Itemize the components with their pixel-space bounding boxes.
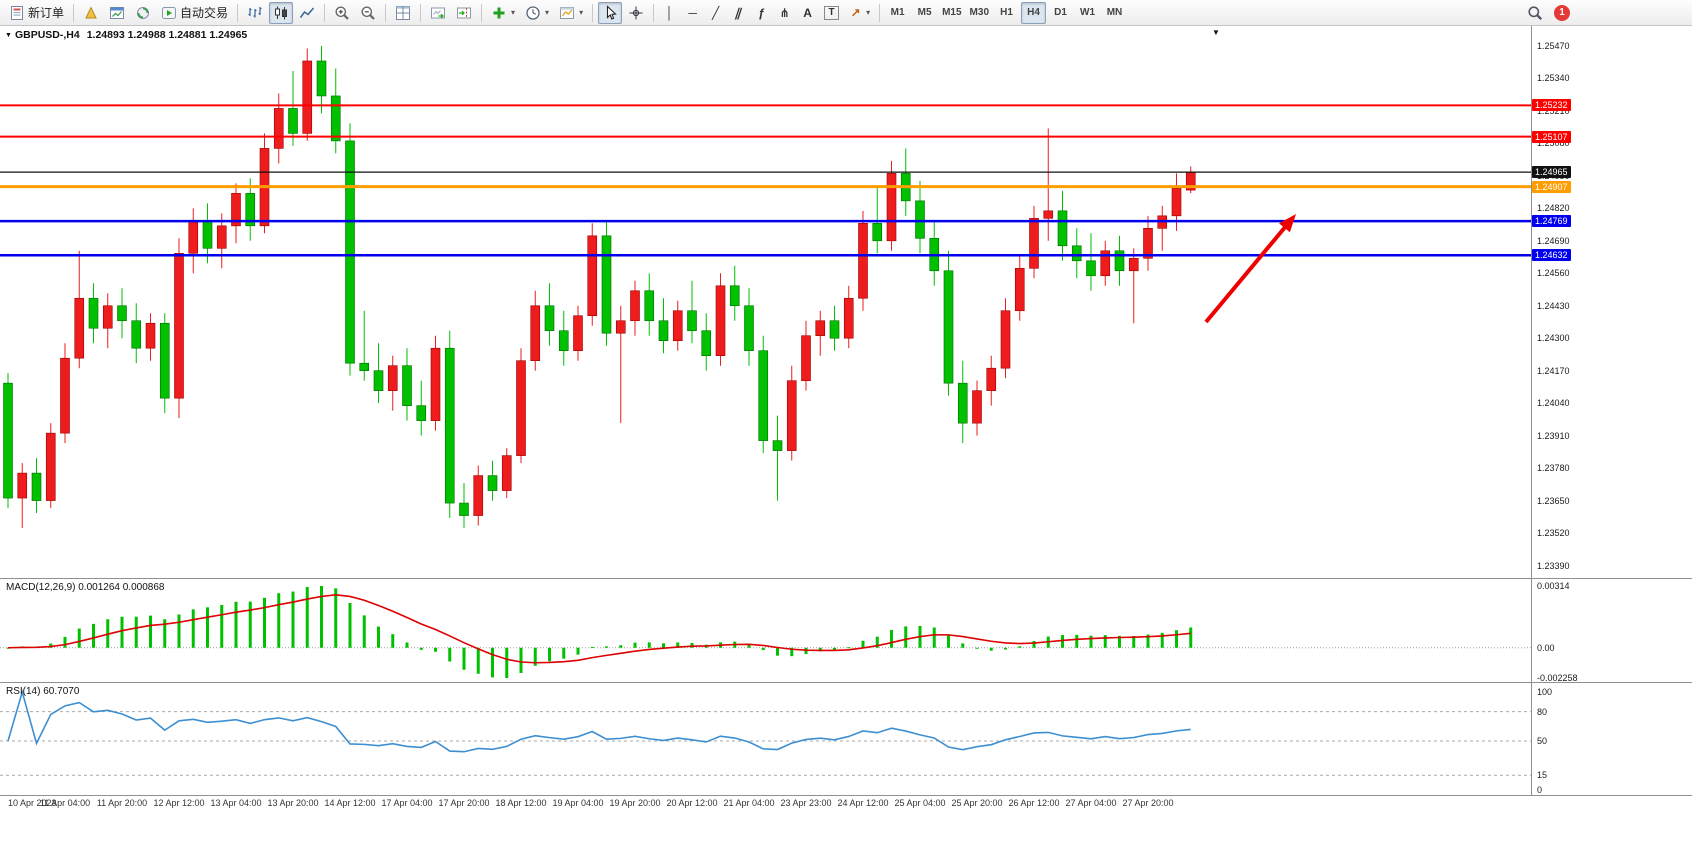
- bar-chart-button[interactable]: [243, 2, 267, 24]
- zoom-in-icon: [334, 5, 350, 21]
- timeframe-button-h4[interactable]: H4: [1021, 1, 1046, 24]
- cursor-arrow-icon: [602, 4, 618, 21]
- new-order-button[interactable]: 新订单: [5, 2, 68, 24]
- timeframe-toolbar: M1 M5 M15 M30 H1 H4 D1 W1 MN: [884, 1, 1128, 24]
- arrows-icon: ↗: [850, 5, 861, 20]
- toolbar-separator: [385, 3, 387, 22]
- fibonacci-button[interactable]: ƒ: [751, 2, 772, 24]
- toolbar-separator: [879, 3, 881, 22]
- chart-canvas[interactable]: [0, 26, 1692, 855]
- zoom-out-button[interactable]: [356, 2, 380, 24]
- andrews-pitchfork-button[interactable]: ⋔: [774, 2, 795, 24]
- toolbar-separator: [481, 3, 483, 22]
- text-label-icon: T: [824, 5, 840, 20]
- search-icon: [1527, 5, 1543, 21]
- new-order-icon: [9, 5, 25, 21]
- periods-button[interactable]: ▾: [521, 2, 553, 24]
- channel-icon: ∥: [733, 5, 744, 20]
- templates-button[interactable]: ▾: [555, 2, 587, 24]
- text-button[interactable]: A: [797, 2, 818, 24]
- cursor-button[interactable]: [598, 1, 623, 24]
- market-watch-icon: [109, 5, 125, 21]
- dropdown-caret-icon: ▾: [866, 8, 871, 17]
- timeframe-button-mn[interactable]: MN: [1102, 2, 1127, 24]
- toolbar-separator: [237, 3, 239, 22]
- search-button[interactable]: [1523, 2, 1547, 24]
- autoscroll-button[interactable]: [426, 2, 450, 24]
- chart-shift-button[interactable]: [452, 2, 476, 24]
- arrows-button[interactable]: ↗ ▾: [845, 2, 874, 24]
- equidistant-channel-button[interactable]: ∥: [728, 2, 749, 24]
- clock-icon: [525, 5, 541, 21]
- autotrading-play-icon: [161, 5, 177, 21]
- toolbar-separator: [592, 3, 594, 22]
- market-watch-button[interactable]: [105, 2, 129, 24]
- metaeditor-icon: [83, 5, 99, 21]
- toolbar-separator: [324, 3, 326, 22]
- toolbar-separator: [653, 3, 655, 22]
- fibonacci-icon: ƒ: [758, 5, 765, 20]
- dropdown-caret-icon: ▾: [579, 8, 584, 17]
- vertical-line-icon: │: [665, 5, 674, 20]
- crosshair-icon: [628, 5, 644, 21]
- indicators-button[interactable]: ▾: [487, 2, 519, 24]
- autotrading-button[interactable]: 自动交易: [157, 2, 232, 24]
- main-toolbar: 新订单 自动交易 ▾: [0, 0, 1692, 26]
- refresh-button[interactable]: [131, 2, 155, 24]
- template-chart-icon: [559, 5, 575, 21]
- tile-windows-button[interactable]: [391, 2, 415, 24]
- zoom-in-button[interactable]: [330, 2, 354, 24]
- candlestick-chart-button[interactable]: [269, 1, 294, 24]
- text-icon: A: [803, 5, 812, 20]
- text-label-button[interactable]: T: [820, 2, 843, 24]
- bar-chart-icon: [247, 5, 263, 21]
- timeframe-button-w1[interactable]: W1: [1075, 2, 1100, 24]
- line-chart-icon: [299, 5, 315, 21]
- horizontal-line-button[interactable]: ─: [682, 2, 703, 24]
- andrews-pitchfork-icon: ⋔: [779, 5, 790, 20]
- metaeditor-button[interactable]: [79, 2, 103, 24]
- dropdown-caret-icon: ▾: [511, 8, 516, 17]
- timeframe-button-m15[interactable]: M15: [939, 2, 964, 24]
- timeframe-button-m1[interactable]: M1: [885, 2, 910, 24]
- new-order-label: 新订单: [28, 6, 65, 20]
- autoscroll-icon: [430, 5, 446, 21]
- indicator-plus-icon: [491, 5, 507, 21]
- tile-windows-icon: [395, 5, 411, 21]
- notification-badge[interactable]: 1: [1554, 4, 1570, 21]
- timeframe-button-m30[interactable]: M30: [967, 2, 992, 24]
- trendline-icon: ╱: [711, 5, 720, 20]
- zoom-out-icon: [360, 5, 376, 21]
- chart-area: ▼ GBPUSD-,H4 1.24893 1.24988 1.24881 1.249…: [0, 26, 1692, 855]
- refresh-icon: [135, 5, 151, 21]
- autotrading-label: 自动交易: [180, 6, 229, 20]
- dropdown-caret-icon: ▾: [545, 8, 550, 17]
- timeframe-button-h1[interactable]: H1: [994, 2, 1019, 24]
- candlestick-chart-icon: [273, 5, 289, 21]
- trendline-button[interactable]: ╱: [705, 2, 726, 24]
- vertical-line-button[interactable]: │: [659, 2, 680, 24]
- line-chart-button[interactable]: [295, 2, 319, 24]
- timeframe-button-d1[interactable]: D1: [1048, 2, 1073, 24]
- crosshair-button[interactable]: [624, 2, 648, 24]
- chart-shift-icon: [456, 5, 472, 21]
- timeframe-button-m5[interactable]: M5: [912, 2, 937, 24]
- toolbar-separator: [420, 3, 422, 22]
- toolbar-separator: [73, 3, 75, 22]
- horizontal-line-icon: ─: [688, 5, 697, 20]
